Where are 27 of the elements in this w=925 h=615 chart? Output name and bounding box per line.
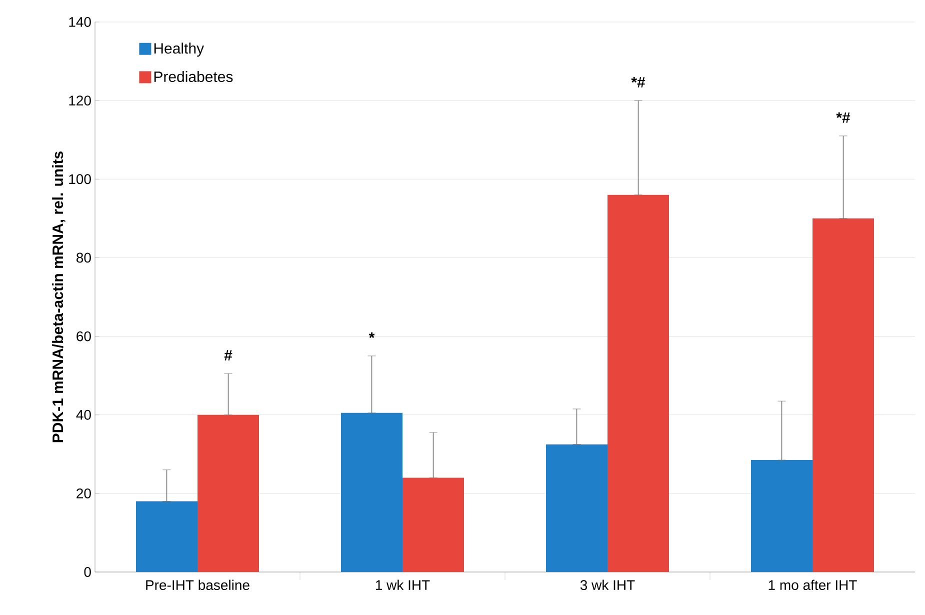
annotation: * [368, 332, 375, 338]
y-tick-label: 100 [69, 174, 91, 184]
legend-label: Prediabetes [154, 71, 233, 82]
bar [402, 478, 464, 572]
y-tick-label: 80 [76, 252, 91, 263]
legend-label: Healthy [154, 42, 204, 57]
bar [751, 460, 813, 572]
bar [341, 412, 403, 572]
y-tick-label: 60 [76, 331, 91, 342]
bar [812, 218, 874, 572]
y-axis-title: PDK-1 mRNA/beta-actin mRNA, rel. units [52, 152, 66, 442]
x-tick-label: 1 mo after IHT [768, 580, 857, 590]
bar [546, 444, 608, 572]
x-tick-label: 3 wk IHT [580, 580, 635, 590]
bar [608, 194, 670, 572]
y-tick-label: 120 [69, 96, 91, 106]
bar [136, 501, 198, 572]
annotation: *# [631, 77, 646, 88]
y-tick-label: 0 [84, 567, 91, 577]
annotation: *# [836, 112, 850, 123]
x-tick-label: 1 wk IHT [376, 580, 430, 590]
y-tick-label: 40 [76, 410, 91, 420]
y-tick-label: 140 [69, 17, 91, 27]
x-tick-label: Pre-IHT baseline [146, 580, 250, 590]
annotation: # [224, 350, 232, 360]
bar [198, 414, 260, 572]
y-tick-label: 20 [76, 488, 91, 498]
